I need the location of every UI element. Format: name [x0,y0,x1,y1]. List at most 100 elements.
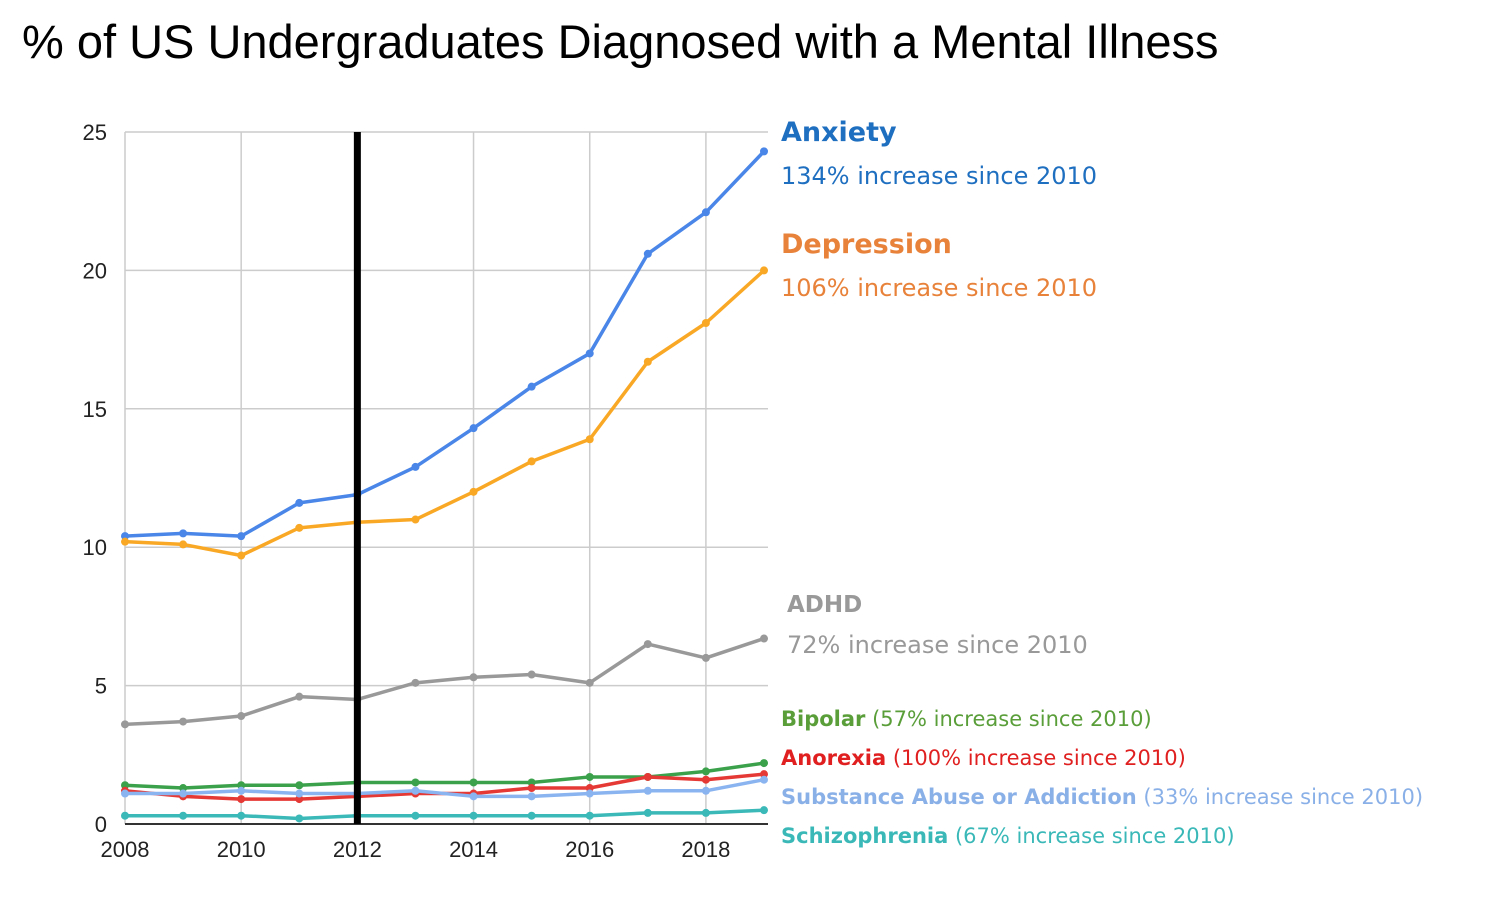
data-point [701,786,710,795]
data-point [411,515,420,524]
data-point [295,789,304,798]
data-point [411,778,420,787]
y-tick-label: 5 [95,674,107,699]
data-point [121,789,129,798]
series-adhd [121,634,768,729]
data-point [643,772,652,781]
axes: 0 5 10 15 20 25 2008 2010 2012 2014 2016 2018 [83,120,768,862]
data-point [179,540,188,549]
data-point [295,692,304,701]
series-lines [121,147,768,823]
y-tick-label: 20 [83,258,107,283]
series-name-bipolar: Bipolar [781,707,866,731]
data-point [469,811,478,820]
series-note-schizophrenia: (67% increase since 2010) [954,824,1235,848]
annotation-anorexia: Anorexia (100% increase since 2010) [781,746,1186,770]
data-point [179,789,188,798]
series-name-adhd: ADHD [787,592,863,618]
data-point [585,789,594,798]
series-note-substance-abuse: (33% increase since 2010) [1143,785,1424,809]
series-note-anxiety: 134% increase since 2010 [781,162,1098,190]
data-point [121,811,129,820]
data-point [585,678,594,687]
series-line [123,268,766,558]
data-point [585,784,594,793]
annotation-bipolar: Bipolar (57% increase since 2010) [781,707,1152,731]
data-point [643,808,652,817]
data-point [701,767,710,776]
data-point [527,670,536,679]
annotation-depression: Depression 106% increase since 2010 [781,229,1097,302]
data-point [527,784,536,793]
data-point [295,498,304,507]
data-point [760,770,768,779]
series-anxiety [121,147,768,541]
data-point [179,717,188,726]
data-point [237,781,246,790]
series-name-substance-abuse: Substance Abuse or Addiction [781,785,1137,809]
data-point [585,772,594,781]
data-point [760,266,768,275]
series-line [123,761,766,790]
y-tick-label: 10 [83,535,107,560]
x-tick-label: 2010 [217,837,266,862]
data-point [701,775,710,784]
series-note-adhd: 72% increase since 2010 [787,631,1088,659]
data-point [643,249,652,258]
y-tick-label: 15 [83,397,107,422]
data-point [121,720,129,729]
x-tick-label: 2016 [565,837,614,862]
data-point [527,778,536,787]
data-point [527,457,536,466]
series-note-depression: 106% increase since 2010 [781,274,1098,302]
data-point [179,811,188,820]
series-line [123,777,766,799]
annotation-adhd: ADHD 72% increase since 2010 [787,592,1088,659]
data-point [585,435,594,444]
data-point [585,811,594,820]
data-point [237,795,246,804]
data-point [411,678,420,687]
series-line [123,149,766,538]
series-line [123,808,766,821]
series-bipolar [121,759,768,793]
y-tick-label: 25 [83,120,107,145]
x-tick-label: 2014 [449,837,498,862]
data-point [179,784,188,793]
x-tick-label: 2012 [333,837,382,862]
data-point [469,673,478,682]
y-tick-label: 0 [95,812,107,837]
x-tick-label: 2008 [101,837,150,862]
data-point [701,653,710,662]
annotation-schizophrenia: Schizophrenia (67% increase since 2010) [781,824,1235,848]
data-point [295,814,304,823]
data-point [237,551,246,560]
series-substance-abuse-or-addiction [121,775,768,801]
series-name-depression: Depression [781,229,952,260]
data-point [295,795,304,804]
data-point [760,634,768,643]
data-point [760,147,768,156]
data-point [701,318,710,327]
series-note-anorexia: (100% increase since 2010) [892,746,1186,770]
data-point [643,640,652,649]
data-point [179,529,188,538]
data-point [121,537,129,546]
series-schizophrenia [121,806,768,823]
chart-title: % of US Undergraduates Diagnosed with a … [22,15,1219,68]
data-point [701,208,710,217]
data-point [760,759,768,768]
series-note-bipolar: (57% increase since 2010) [872,707,1152,731]
series-name-schizophrenia: Schizophrenia [781,824,949,848]
series-depression [121,266,768,560]
data-point [585,349,594,358]
data-point [237,712,246,721]
data-point [469,792,478,801]
data-point [295,781,304,790]
series-name-anxiety: Anxiety [781,117,897,148]
x-tick-label: 2018 [681,837,730,862]
data-point [701,808,710,817]
data-point [527,792,536,801]
data-point [237,532,246,541]
